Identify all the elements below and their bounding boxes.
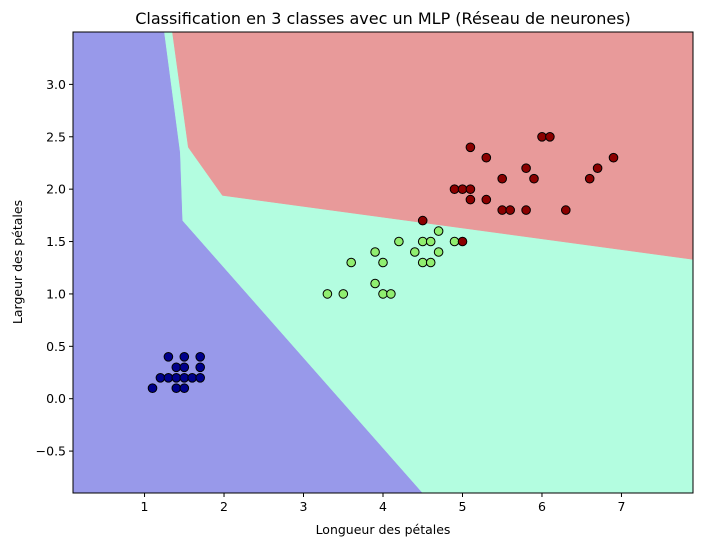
data-point-class-3 bbox=[497, 205, 508, 215]
data-point-class-3 bbox=[417, 215, 428, 226]
data-point-class-1 bbox=[179, 383, 190, 394]
data-point-class-3 bbox=[561, 205, 571, 215]
data-point-class-1 bbox=[187, 373, 197, 383]
data-point-class-2 bbox=[425, 257, 436, 268]
chart-title: Classification en 3 classes avec un MLP … bbox=[135, 9, 631, 28]
data-point-class-1 bbox=[171, 362, 182, 373]
data-point-class-3 bbox=[465, 142, 476, 153]
x-axis-label: Longueur des pétales bbox=[316, 522, 451, 537]
y-tick-label: 0.0 bbox=[46, 391, 66, 406]
y-axis-label: Largeur des pétales bbox=[10, 200, 25, 324]
x-tick-label: 1 bbox=[141, 499, 149, 514]
data-point-class-3 bbox=[584, 173, 595, 184]
data-point-class-2 bbox=[378, 257, 388, 268]
y-tick-label: 1.0 bbox=[46, 286, 66, 301]
data-point-class-3 bbox=[457, 184, 468, 194]
data-point-class-1 bbox=[147, 383, 158, 394]
data-point-class-1 bbox=[195, 373, 205, 383]
data-point-class-3 bbox=[537, 132, 547, 142]
x-axis: 1 2 3 4 5 6 7 bbox=[141, 493, 625, 514]
data-point-class-3 bbox=[529, 173, 539, 184]
data-point-class-3 bbox=[592, 163, 603, 173]
data-point-class-3 bbox=[457, 236, 468, 247]
data-point-class-2 bbox=[433, 247, 444, 257]
data-point-class-3 bbox=[545, 132, 555, 142]
data-point-class-3 bbox=[481, 194, 492, 205]
data-point-class-1 bbox=[179, 373, 190, 383]
data-point-class-1 bbox=[171, 383, 182, 394]
data-point-class-2 bbox=[322, 289, 333, 299]
y-tick-label: 0.5 bbox=[46, 339, 66, 354]
y-axis: −0.5 0.0 0.5 1.0 1.5 2.0 2.5 3.0 bbox=[36, 77, 73, 459]
data-point-class-1 bbox=[171, 373, 182, 383]
data-point-class-1 bbox=[179, 362, 190, 373]
data-point-class-3 bbox=[465, 194, 476, 205]
data-point-class-3 bbox=[449, 184, 460, 194]
data-points bbox=[147, 132, 619, 394]
data-point-class-2 bbox=[449, 236, 460, 247]
x-tick-label: 7 bbox=[617, 499, 625, 514]
data-point-class-1 bbox=[163, 352, 174, 362]
data-point-class-2 bbox=[425, 236, 436, 247]
data-point-class-2 bbox=[370, 247, 380, 257]
data-point-class-3 bbox=[505, 205, 516, 215]
data-point-class-1 bbox=[195, 362, 205, 373]
data-point-class-3 bbox=[608, 152, 619, 163]
data-point-class-2 bbox=[346, 257, 357, 268]
x-tick-label: 3 bbox=[300, 499, 308, 514]
x-tick-label: 5 bbox=[459, 499, 467, 514]
data-point-class-2 bbox=[410, 247, 420, 257]
data-point-class-3 bbox=[521, 163, 531, 173]
x-tick-label: 4 bbox=[379, 499, 387, 514]
x-tick-label: 6 bbox=[538, 499, 546, 514]
data-point-class-1 bbox=[195, 352, 205, 362]
data-point-class-2 bbox=[338, 289, 349, 299]
data-point-class-3 bbox=[497, 173, 508, 184]
data-point-class-2 bbox=[417, 236, 428, 247]
data-point-class-2 bbox=[394, 236, 404, 247]
data-point-class-3 bbox=[521, 205, 531, 215]
y-tick-label: 1.5 bbox=[46, 234, 66, 249]
data-point-class-2 bbox=[386, 289, 396, 299]
data-point-class-2 bbox=[370, 278, 380, 289]
y-tick-label: 2.5 bbox=[46, 129, 66, 144]
data-point-class-2 bbox=[378, 289, 388, 299]
data-point-class-3 bbox=[481, 152, 492, 163]
y-tick-label: −0.5 bbox=[36, 444, 66, 459]
data-point-class-2 bbox=[417, 257, 428, 268]
data-point-class-1 bbox=[179, 352, 190, 362]
data-point-class-1 bbox=[155, 373, 166, 383]
data-point-class-3 bbox=[465, 184, 476, 194]
data-point-class-1 bbox=[163, 373, 174, 383]
y-tick-label: 2.0 bbox=[46, 182, 66, 197]
x-tick-label: 2 bbox=[220, 499, 228, 514]
data-point-class-2 bbox=[433, 226, 444, 236]
y-tick-label: 3.0 bbox=[46, 77, 66, 92]
